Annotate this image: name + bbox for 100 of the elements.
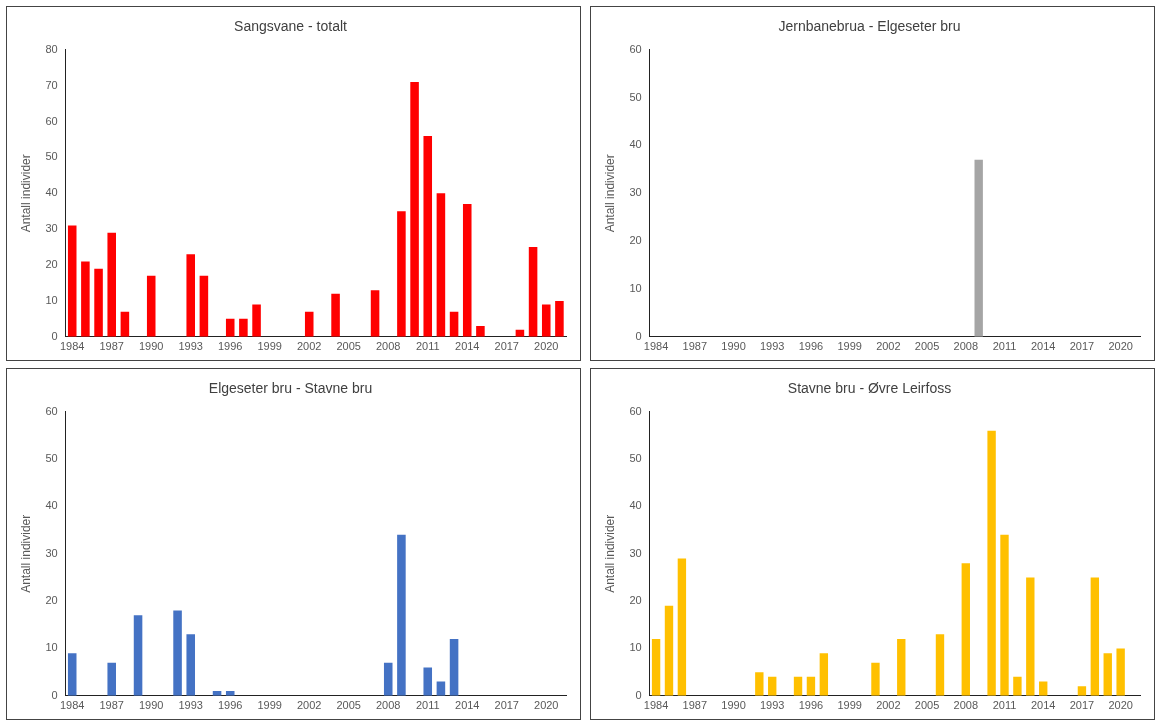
x-tick-label: 2014: [1030, 699, 1056, 712]
y-tick-label: 10: [629, 282, 642, 294]
bar: [67, 225, 77, 337]
chart-title: Jernbanebrua - Elgeseter bru: [778, 18, 961, 35]
y-tick-label: 10: [45, 641, 58, 654]
x-tick-label: 2011: [992, 699, 1017, 712]
y-tick-label: 10: [45, 293, 58, 306]
bar: [133, 615, 143, 696]
bar: [1077, 686, 1087, 696]
x-tick-label: 1990: [721, 340, 746, 353]
bar: [173, 610, 182, 696]
bar: [397, 534, 406, 696]
y-tick-label: 80: [45, 42, 58, 55]
bar: [186, 634, 196, 696]
y-tick-label: 50: [45, 150, 58, 163]
bar: [476, 326, 485, 337]
y-tick-label: 20: [629, 234, 642, 247]
chart-title: Stavne bru - Øvre Leirfoss: [787, 380, 952, 397]
y-tick-label: 40: [45, 499, 58, 512]
bar: [871, 662, 880, 696]
y-tick-label: 50: [629, 452, 642, 465]
y-tick-label: 50: [45, 452, 58, 465]
bar: [331, 293, 340, 337]
x-tick-label: 1996: [217, 699, 243, 712]
y-tick-label: 60: [45, 404, 58, 417]
x-tick-label: 2017: [1069, 699, 1095, 712]
bar: [987, 430, 996, 696]
y-tick-label: 30: [629, 546, 642, 559]
x-tick-label: 1996: [798, 699, 824, 712]
x-tick-label: 1993: [759, 699, 785, 712]
x-tick-label: 1990: [721, 699, 746, 712]
x-tick-label: 2005: [336, 340, 361, 353]
x-tick-label: 2017: [494, 699, 519, 712]
x-tick-label: 2014: [455, 340, 480, 353]
bar: [935, 634, 945, 696]
y-tick-label: 60: [45, 114, 58, 127]
y-tick-label: 30: [45, 222, 58, 235]
bar: [383, 662, 393, 696]
y-axis-title: Antall individer: [18, 154, 33, 233]
x-tick-label: 2008: [953, 699, 979, 712]
bar: [768, 676, 777, 696]
bar: [410, 82, 419, 337]
y-tick-label: 30: [45, 546, 58, 559]
x-tick-label: 1984: [59, 699, 85, 712]
bar: [555, 300, 564, 337]
x-tick-label: 2011: [992, 340, 1017, 353]
x-tick-label: 1996: [217, 340, 243, 353]
x-tick-label: 2014: [455, 699, 480, 712]
x-tick-label: 1987: [99, 340, 124, 353]
y-tick-label: 10: [629, 641, 642, 654]
x-tick-label: 1996: [798, 340, 824, 353]
bar: [528, 247, 538, 337]
bar: [199, 275, 209, 337]
bar: [436, 193, 446, 337]
bar: [107, 232, 116, 337]
y-tick-label: 20: [45, 594, 58, 607]
y-tick-label: 60: [629, 42, 642, 55]
y-tick-label: 0: [51, 329, 58, 342]
y-tick-label: 0: [635, 329, 642, 342]
x-tick-label: 1987: [682, 699, 708, 712]
x-tick-label: 2002: [876, 699, 901, 712]
x-tick-label: 1993: [759, 340, 785, 353]
bar: [1000, 534, 1009, 696]
bar: [1103, 653, 1112, 696]
x-tick-label: 2002: [296, 699, 322, 712]
x-tick-label: 2002: [876, 340, 901, 353]
bar: [225, 318, 235, 337]
bar: [370, 290, 380, 337]
x-tick-label: 1987: [99, 699, 124, 712]
x-tick-label: 1984: [59, 340, 85, 353]
bar: [755, 672, 764, 696]
bar: [81, 261, 90, 337]
y-tick-label: 50: [629, 90, 642, 103]
bar: [541, 304, 551, 337]
x-tick-label: 1993: [178, 699, 203, 712]
bar: [651, 639, 661, 696]
bar: [897, 639, 906, 696]
bar: [664, 605, 674, 696]
chart-title: Elgeseter bru - Stavne bru: [208, 380, 373, 397]
bar: [1026, 577, 1035, 696]
y-tick-label: 30: [629, 186, 642, 199]
x-tick-label: 1990: [138, 699, 164, 712]
x-tick-label: 2020: [534, 340, 559, 353]
x-tick-label: 1990: [138, 340, 164, 353]
x-tick-label: 2005: [914, 340, 940, 353]
x-tick-label: 1993: [178, 340, 203, 353]
bar: [146, 275, 156, 337]
bar: [94, 268, 103, 337]
y-tick-label: 70: [45, 78, 58, 91]
y-tick-label: 60: [629, 404, 642, 417]
y-tick-label: 0: [635, 688, 642, 701]
x-tick-label: 1999: [837, 340, 862, 353]
x-tick-label: 1984: [643, 699, 669, 712]
x-tick-label: 2017: [494, 340, 519, 353]
x-tick-label: 2008: [376, 340, 401, 353]
bar: [793, 676, 803, 696]
y-tick-label: 0: [51, 688, 58, 701]
bar: [252, 304, 261, 337]
bar: [67, 653, 77, 696]
bar: [304, 311, 314, 337]
